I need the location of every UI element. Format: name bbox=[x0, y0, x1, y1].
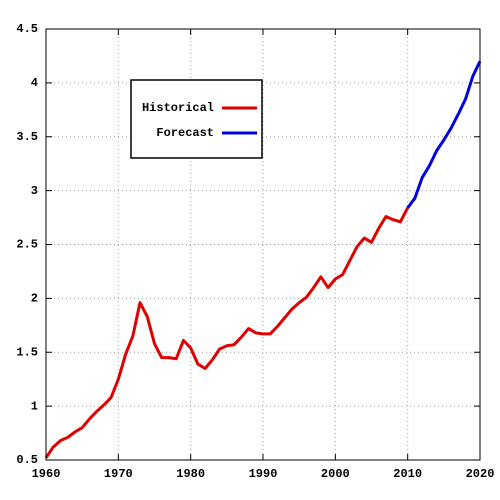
series-line bbox=[44, 207, 409, 459]
y-tick-label: 3 bbox=[31, 184, 38, 198]
x-tick-label: 2000 bbox=[321, 467, 350, 481]
y-tick-label: 4 bbox=[31, 76, 38, 90]
legend-label: Historical bbox=[142, 101, 214, 115]
x-tick-label: 1970 bbox=[104, 467, 133, 481]
y-tick-label: 2 bbox=[31, 292, 38, 306]
legend-label: Forecast bbox=[156, 126, 214, 140]
y-tick-label: 0.5 bbox=[16, 453, 38, 467]
y-tick-label: 4.5 bbox=[16, 22, 38, 36]
plot bbox=[44, 60, 482, 459]
y-tick-label: 1.5 bbox=[16, 345, 38, 359]
x-tick-label: 1960 bbox=[32, 467, 61, 481]
x-tick-label: 1980 bbox=[176, 467, 205, 481]
y-tick-label: 3.5 bbox=[16, 130, 38, 144]
y-tick-label: 1 bbox=[31, 399, 38, 413]
plot-border bbox=[45, 28, 481, 461]
series-line bbox=[406, 60, 482, 209]
x-tick-label: 2010 bbox=[393, 467, 422, 481]
x-tick-label: 1990 bbox=[249, 467, 278, 481]
x-tick-label: 2020 bbox=[466, 467, 495, 481]
legend: Historical Forecast bbox=[130, 79, 263, 159]
legend-box bbox=[130, 79, 263, 159]
y-tick-label: 2.5 bbox=[16, 238, 38, 252]
